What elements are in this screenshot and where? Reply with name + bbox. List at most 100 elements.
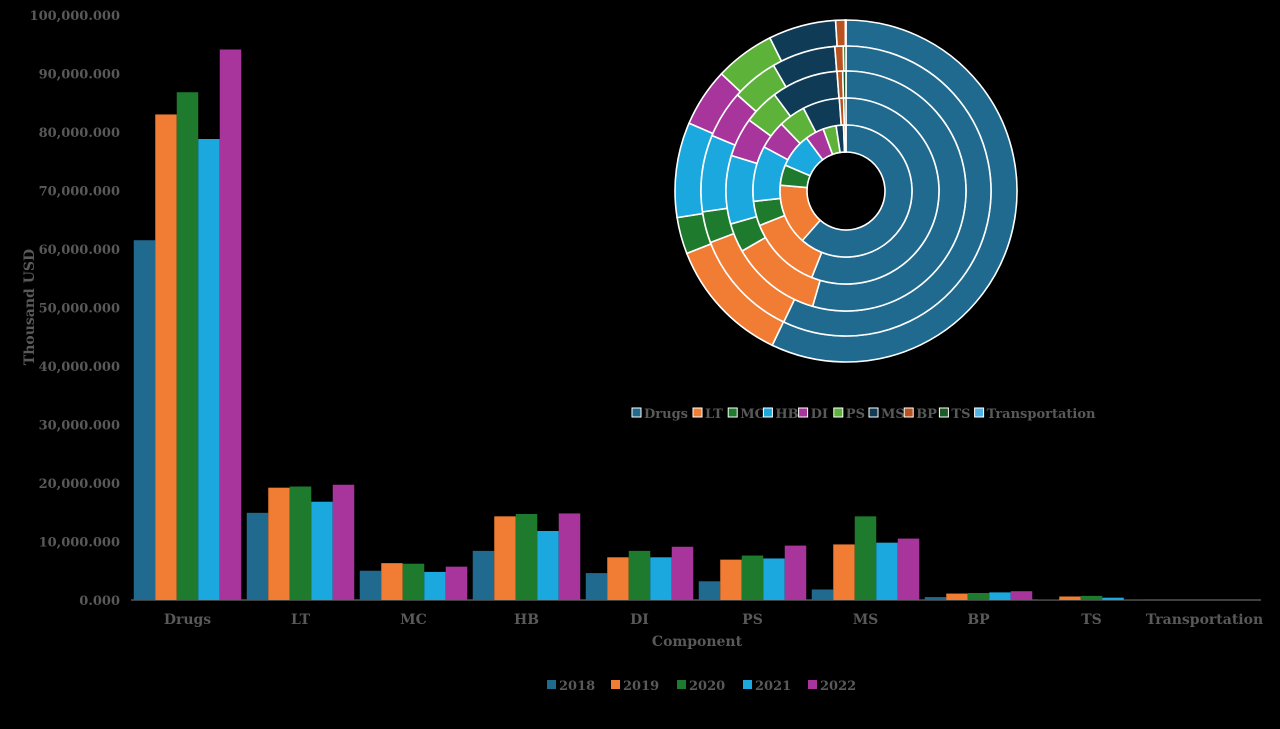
legend-label: 2020 <box>689 679 725 694</box>
y-tick-label: 90,000.000 <box>39 68 120 83</box>
bar-2022-PS <box>784 545 807 600</box>
bar-2020-TS <box>1080 595 1103 600</box>
bar-2019-HB <box>494 516 516 600</box>
legend-label: 2021 <box>755 679 791 694</box>
bar-2021-TS <box>1102 597 1124 600</box>
y-axis-title: Thousand USD <box>22 249 38 365</box>
bar-2022-Drugs <box>219 49 242 600</box>
donut-legend-swatch-MS <box>868 407 879 418</box>
legend-label: 2018 <box>559 679 595 694</box>
donut-legend-swatch-HB <box>762 407 773 418</box>
bar-2021-DI <box>650 557 672 600</box>
bar-2021-PS <box>763 558 785 600</box>
donut-legend-label: TS <box>951 407 970 422</box>
y-tick-label: 50,000.000 <box>39 302 120 317</box>
bar-2022-MC <box>445 566 468 600</box>
y-tick-label: 40,000.000 <box>39 360 120 375</box>
donut-slice-2021-TS <box>842 45 847 72</box>
donut-legend-swatch-DI <box>798 407 809 418</box>
bar-2018-HB <box>472 550 495 600</box>
donut-legend-swatch-MC <box>727 407 738 418</box>
bar-2018-DI <box>585 573 608 600</box>
bar-2018-TS <box>1037 599 1060 600</box>
donut-slice-2021-BP <box>833 45 845 73</box>
legend-label: 2022 <box>820 679 856 694</box>
y-tick-label: 70,000.000 <box>39 185 120 200</box>
x-tick-label: MC <box>400 612 427 628</box>
donut-legend-label: DI <box>811 407 828 422</box>
donut-legend-label: HB <box>775 407 798 422</box>
bar-2018-BP <box>924 597 947 600</box>
bar-2021-MC <box>424 571 446 600</box>
y-tick-label: 100,000.000 <box>30 9 120 24</box>
bar-2020-MC <box>402 563 425 600</box>
bar-2019-MS <box>833 544 855 600</box>
bar-2020-MS <box>854 516 877 600</box>
bar-2021-HB <box>537 530 559 600</box>
donut-legend-label: LT <box>705 407 723 422</box>
x-tick-label: DI <box>630 612 649 628</box>
bar-2018-LT <box>246 512 269 600</box>
bar-2022-LT <box>332 484 355 600</box>
bar-2020-BP <box>967 592 990 600</box>
x-axis-title: Component <box>652 634 743 650</box>
bar-2018-Drugs <box>133 240 156 600</box>
x-tick-label: Transportation <box>1146 612 1263 628</box>
donut-legend-swatch-TS <box>938 407 949 418</box>
donut-legend-label: Transportation <box>987 407 1096 422</box>
donut-legend-swatch-LT <box>692 407 703 418</box>
bar-2018-MS <box>811 589 834 600</box>
x-tick-label: LT <box>291 612 311 628</box>
main-legend: 2018 2019 2020 2021 2022 <box>547 679 856 694</box>
donut-legend-label: MC <box>740 407 765 422</box>
donut-slice-2022-BP <box>834 19 847 48</box>
bar-2019-MC <box>381 563 403 600</box>
bar-2020-PS <box>741 555 764 600</box>
legend-swatch-2019 <box>611 680 620 689</box>
y-tick-label: 30,000.000 <box>39 419 120 434</box>
donut-slice-2022-TS <box>844 19 847 47</box>
bar-plot: 0.000 10,000.000 20,000.000 30,000.000 40,00… <box>30 9 1264 628</box>
bar-2020-DI <box>628 550 651 600</box>
donut-legend-swatch-Drugs <box>631 407 642 418</box>
bar-2020-LT <box>289 486 312 600</box>
x-tick-label: TS <box>1081 612 1102 628</box>
legend-swatch-2021 <box>743 680 752 689</box>
bar-2021-Drugs <box>198 139 220 600</box>
doughnut-legend: Drugs LT MC HB DI PS MS BP TS Transportation <box>631 407 1096 422</box>
bar-2022-DI <box>671 546 694 600</box>
x-tick-label: Drugs <box>164 612 211 628</box>
donut-legend-label: BP <box>916 407 937 422</box>
bar-2020-HB <box>515 514 538 600</box>
bar-2022-HB <box>558 513 581 600</box>
y-tick-label: 20,000.000 <box>39 477 120 492</box>
donut-slice-2020-TS <box>841 70 847 99</box>
bar-2019-LT <box>268 487 290 600</box>
y-tick-label: 60,000.000 <box>39 243 120 258</box>
donut-legend-swatch-BP <box>903 407 914 418</box>
x-tick-label: HB <box>514 612 539 628</box>
bar-2019-TS <box>1059 596 1081 600</box>
bar-2020-Drugs <box>176 92 199 600</box>
bar-2018-MC <box>359 570 382 600</box>
x-tick-label: BP <box>967 612 990 628</box>
donut-legend-swatch-Transportation <box>974 407 985 418</box>
x-tick-label: PS <box>742 612 763 628</box>
x-tick-label: MS <box>853 612 879 628</box>
bar-2021-MS <box>876 542 898 600</box>
legend-swatch-2022 <box>808 680 817 689</box>
bar-2019-BP <box>946 593 968 600</box>
bar-2022-TS <box>1123 599 1146 600</box>
bar-2022-BP <box>1010 591 1033 600</box>
bar-2018-PS <box>698 581 721 600</box>
doughnut-inset <box>674 19 1018 363</box>
donut-legend-label: MS <box>881 407 905 422</box>
donut-legend-label: Drugs <box>644 407 688 422</box>
bar-2019-DI <box>607 557 629 600</box>
y-tick-label: 80,000.000 <box>39 126 120 141</box>
donut-slice-2018-Drugs <box>801 124 913 258</box>
y-tick-label: 0.000 <box>79 594 120 609</box>
y-tick-label: 10,000.000 <box>39 536 120 551</box>
donut-slice-2019-TS <box>842 97 847 126</box>
